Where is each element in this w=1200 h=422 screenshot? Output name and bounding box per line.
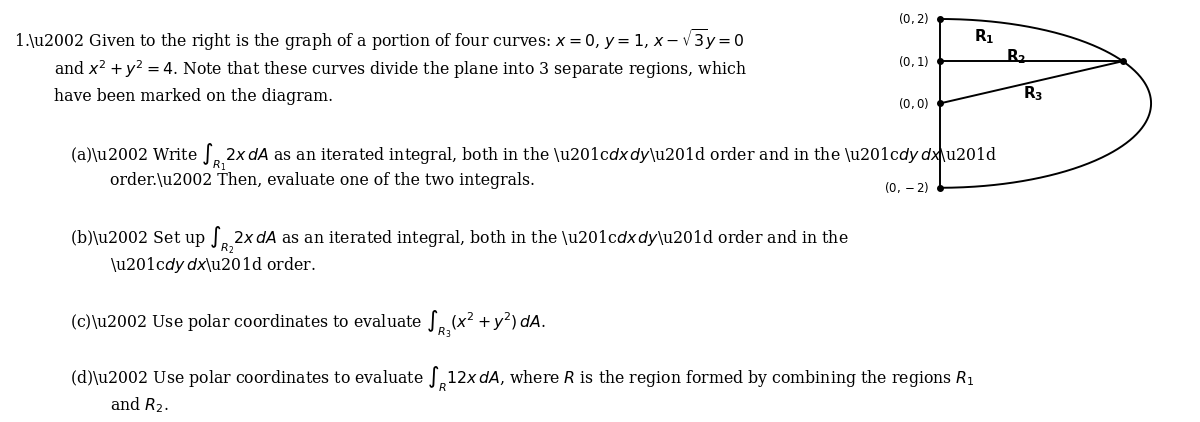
Text: (c)\u2002 Use polar coordinates to evaluate $\int_{R_3}(x^2 + y^2)\, dA$.: (c)\u2002 Use polar coordinates to evalu… <box>70 308 546 340</box>
Text: 1.\u2002 Given to the right is the graph of a portion of four curves: $x = 0$, $: 1.\u2002 Given to the right is the graph… <box>14 27 745 53</box>
Text: $\mathbf{R_3}$: $\mathbf{R_3}$ <box>1022 85 1043 103</box>
Text: order.\u2002 Then, evaluate one of the two integrals.: order.\u2002 Then, evaluate one of the t… <box>110 172 535 189</box>
Text: $(0,1)$: $(0,1)$ <box>899 54 930 69</box>
Text: have been marked on the diagram.: have been marked on the diagram. <box>54 88 334 105</box>
Text: $\mathbf{R_2}$: $\mathbf{R_2}$ <box>1006 48 1026 66</box>
Text: $\mathbf{R_1}$: $\mathbf{R_1}$ <box>974 27 995 46</box>
Text: (d)\u2002 Use polar coordinates to evaluate $\int_R 12x\, dA$, where $R$ is the : (d)\u2002 Use polar coordinates to evalu… <box>70 365 974 394</box>
Text: (a)\u2002 Write $\int_{R_1} 2x\, dA$ as an iterated integral, both in the \u201c: (a)\u2002 Write $\int_{R_1} 2x\, dA$ as … <box>70 141 997 173</box>
Text: $(0,2)$: $(0,2)$ <box>899 11 930 27</box>
Text: \u201c$dy\, dx$\u201d order.: \u201c$dy\, dx$\u201d order. <box>110 255 316 275</box>
Text: $(0,0)$: $(0,0)$ <box>899 96 930 111</box>
Text: $(0,-2)$: $(0,-2)$ <box>884 180 930 195</box>
Text: (b)\u2002 Set up $\int_{R_2} 2x\, dA$ as an iterated integral, both in the \u201: (b)\u2002 Set up $\int_{R_2} 2x\, dA$ as… <box>70 225 848 257</box>
Text: and $x^2 + y^2 = 4$. Note that these curves divide the plane into 3 separate reg: and $x^2 + y^2 = 4$. Note that these cur… <box>54 58 748 81</box>
Text: and $R_2$.: and $R_2$. <box>110 395 169 415</box>
